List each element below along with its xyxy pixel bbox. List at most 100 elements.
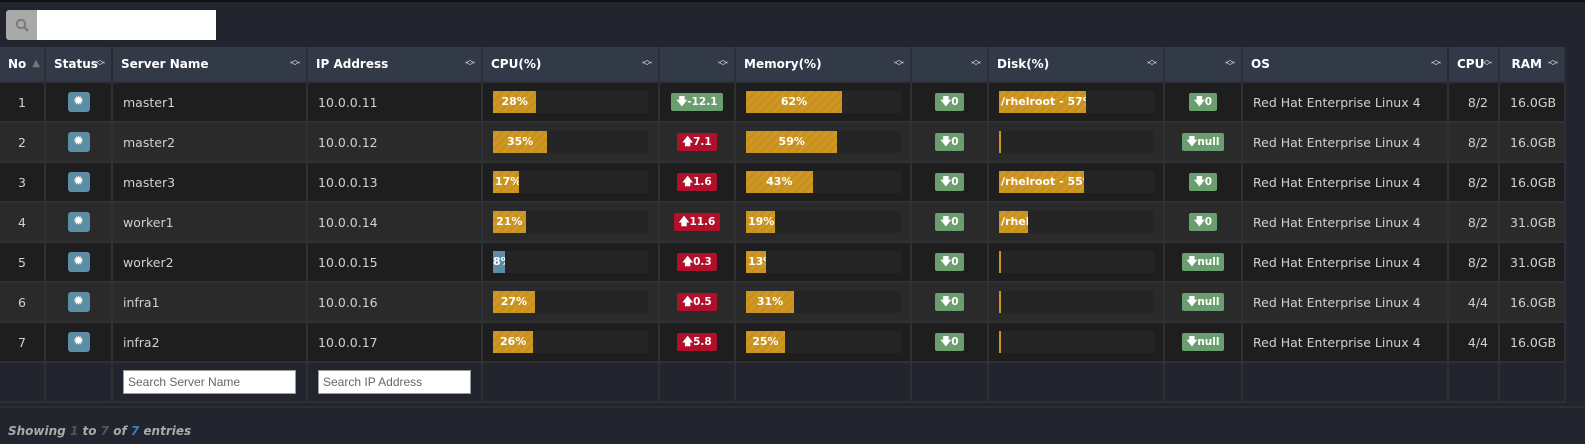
sort-icon: ︿ ﹀ [465, 55, 475, 73]
gear-icon[interactable]: ✹ [67, 172, 90, 192]
sort-icon: ︿ ﹀ [290, 55, 300, 73]
progress-fill [999, 291, 1001, 313]
delta-value: 0 [951, 296, 959, 308]
info-to: 7 [100, 424, 110, 438]
progress-bar: 43% [746, 171, 901, 193]
memory-usage: 31% [735, 281, 912, 323]
table-row[interactable]: 1 ✹ master1 10.0.0.11 28% 🡇-12.1 62% 🡇0 … [0, 81, 1566, 123]
arrow-down-icon: 🡇 [940, 296, 952, 308]
table-row[interactable]: 2 ✹ master2 10.0.0.12 35% 🡅7.1 59% 🡇0 🡇n… [0, 121, 1566, 163]
progress-fill: 31% [746, 291, 795, 313]
sort-icon: ︿ ﹀ [1548, 55, 1558, 73]
status-cell: ✹ [45, 81, 113, 123]
delta-badge: 🡇0 [935, 293, 964, 311]
cpu-cores: 4/4 [1448, 281, 1500, 323]
progress-bar: /rhelr [999, 211, 1154, 233]
progress-label: 17% [495, 175, 520, 188]
column-header-delta-9[interactable]: ︿ ﹀ [1164, 47, 1243, 82]
table-row[interactable]: 6 ✹ infra1 10.0.0.16 27% 🡅0.5 31% 🡇0 🡇nu… [0, 281, 1566, 323]
arrow-up-icon: 🡅 [678, 216, 690, 228]
arrow-down-icon: 🡇 [940, 136, 952, 148]
progress-label: 62% [780, 95, 808, 108]
column-header-cpu[interactable]: CPU ︿ ﹀ [1448, 47, 1500, 82]
delta-value: -12.1 [687, 96, 718, 108]
progress-bar: 13% [746, 251, 901, 273]
progress-fill [999, 331, 1001, 353]
column-header-delta-5[interactable]: ︿ ﹀ [659, 47, 736, 82]
gear-icon[interactable]: ✹ [67, 132, 90, 152]
table-row[interactable]: 7 ✹ infra2 10.0.0.17 26% 🡅5.8 25% 🡇0 🡇nu… [0, 321, 1566, 363]
os: Red Hat Enterprise Linux 4 [1242, 81, 1449, 123]
progress-fill: 28% [493, 91, 537, 113]
delta-badge: 🡅0.3 [677, 253, 717, 271]
delta-value: null [1197, 336, 1220, 348]
cpu-usage: 8% [482, 241, 660, 283]
cpu-cores: 4/4 [1448, 321, 1500, 363]
progress-bar: 25% [746, 331, 901, 353]
ip-address: 10.0.0.12 [307, 121, 483, 163]
search-server-name-input[interactable] [123, 370, 296, 394]
delta-badge: 🡅0.5 [677, 293, 717, 311]
column-header-memory[interactable]: Memory(%) ︿ ﹀ [735, 47, 912, 82]
disk-usage: /rhelroot - 55% [988, 161, 1165, 203]
delta-value: 0.5 [693, 296, 712, 308]
progress-bar: /rhelroot - 57% [999, 91, 1154, 113]
cpu-delta: 🡇-12.1 [659, 81, 736, 123]
progress-bar: 21% [493, 211, 648, 233]
ram: 31.0GB [1499, 201, 1566, 243]
column-header-no[interactable]: No ▲ [0, 47, 46, 82]
delta-value: 0 [951, 176, 959, 188]
os: Red Hat Enterprise Linux 4 [1242, 161, 1449, 203]
search-icon [15, 18, 29, 32]
progress-bar: 35% [493, 131, 648, 153]
search-button[interactable] [6, 10, 37, 40]
delta-value: 0 [951, 136, 959, 148]
server-name: master1 [112, 81, 308, 123]
gear-icon[interactable]: ✹ [67, 292, 90, 312]
column-header-ip-address[interactable]: IP Address ︿ ﹀ [307, 47, 483, 82]
table-row[interactable]: 4 ✹ worker1 10.0.0.14 21% 🡅11.6 19% 🡇0 /… [0, 201, 1566, 243]
disk-usage [988, 281, 1165, 323]
progress-fill: 26% [493, 331, 534, 353]
table-row[interactable]: 3 ✹ master3 10.0.0.13 17% 🡅1.6 43% 🡇0 /r… [0, 161, 1566, 203]
column-header-ram[interactable]: RAM ︿ ﹀ [1499, 47, 1566, 82]
search-input[interactable] [37, 10, 216, 40]
progress-label: 35% [506, 135, 534, 148]
gear-icon[interactable]: ✹ [67, 92, 90, 112]
gear-icon[interactable]: ✹ [67, 252, 90, 272]
delta-badge: 🡇0 [935, 93, 964, 111]
delta-badge: 🡇null [1181, 333, 1225, 351]
arrow-down-icon: 🡇 [940, 96, 952, 108]
column-header-delta-7[interactable]: ︿ ﹀ [911, 47, 989, 82]
memory-usage: 13% [735, 241, 912, 283]
divider [0, 406, 1585, 408]
memory-delta: 🡇0 [911, 201, 989, 243]
cpu-usage: 21% [482, 201, 660, 243]
search-bar [6, 10, 216, 40]
delta-value: null [1197, 256, 1220, 268]
os: Red Hat Enterprise Linux 4 [1242, 201, 1449, 243]
progress-label: 25% [752, 335, 779, 348]
progress-fill: 59% [746, 131, 838, 153]
delta-badge: 🡇0 [935, 253, 964, 271]
sort-icon: ︿ ﹀ [718, 55, 728, 73]
column-header-os[interactable]: OS ︿ ﹀ [1242, 47, 1449, 82]
gear-icon[interactable]: ✹ [67, 212, 90, 232]
column-header-disk[interactable]: Disk(%) ︿ ﹀ [988, 47, 1165, 82]
progress-bar: 28% [493, 91, 648, 113]
gear-icon[interactable]: ✹ [67, 332, 90, 352]
column-header-server-name[interactable]: Server Name ︿ ﹀ [112, 47, 308, 82]
table-row[interactable]: 5 ✹ worker2 10.0.0.15 8% 🡅0.3 13% 🡇0 🡇nu… [0, 241, 1566, 283]
column-header-cpu[interactable]: CPU(%) ︿ ﹀ [482, 47, 660, 82]
column-label: Memory(%) [744, 57, 822, 71]
ip-address: 10.0.0.17 [307, 321, 483, 363]
sort-icon: ︿ ﹀ [1482, 55, 1492, 73]
column-header-status[interactable]: Status ︿ ﹀ [45, 47, 113, 82]
search-ip-address-input[interactable] [318, 370, 471, 394]
server-name: infra2 [112, 321, 308, 363]
progress-fill: /rhelr [999, 211, 1029, 233]
info-to-word: to [82, 424, 97, 438]
progress-fill: 17% [493, 171, 520, 193]
delta-value: 0 [951, 216, 959, 228]
cpu-usage: 35% [482, 121, 660, 163]
